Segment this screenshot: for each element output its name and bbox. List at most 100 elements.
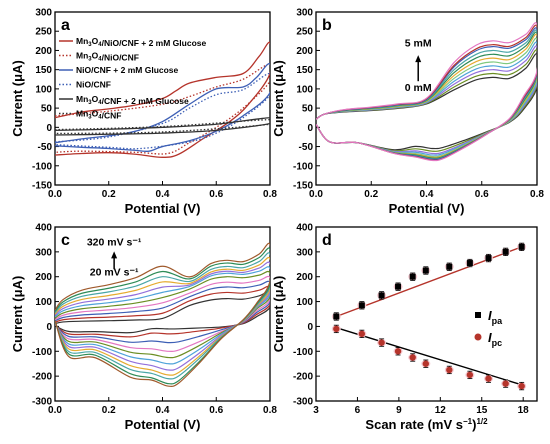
data-point-Ipc [518, 382, 525, 390]
x-tick-label: 0.4 [156, 405, 170, 416]
y-tick-label: 200 [35, 272, 52, 283]
x-tick-label: 12 [435, 405, 447, 416]
cv-curve-40mVs [55, 285, 270, 338]
y-tick-label: -200 [293, 372, 313, 383]
y-axis-label: Current (μA) [10, 60, 25, 137]
data-point-Ipa [333, 313, 340, 320]
data-point-Ipc [422, 360, 430, 367]
data-point-Ipc [394, 348, 402, 355]
cv-curve-200mVs [55, 256, 270, 376]
x-tick-label: 15 [476, 405, 488, 416]
annotation-top: 5 mM [405, 38, 432, 50]
cv-curve-1 [55, 41, 270, 158]
panel-letter: c [61, 232, 70, 249]
y-tick-label: 100 [35, 84, 52, 95]
data-point-Ipa [409, 273, 416, 280]
panel-letter: d [322, 232, 332, 249]
cv-curve-60mVs [55, 280, 270, 344]
cv-curve-240mVs [55, 252, 270, 380]
x-axis-label: Scan rate (mV s−1)1/2 [365, 417, 488, 432]
y-tick-label: 50 [302, 104, 314, 115]
legend-label: Mn3O4/CNF + 2 mM Glucose [76, 94, 189, 106]
panel-letter: a [61, 17, 70, 34]
x-tick-label: 0.8 [263, 189, 277, 200]
legend-label: NiO/CNF + 2 mM Glucose [76, 65, 179, 75]
legend: Mn3O4/NiO/CNF + 2 mM Glucose Mn3O4/NiO/CN… [59, 36, 206, 121]
y-axis-label: Current (μA) [10, 276, 25, 353]
y-tick-label: 300 [296, 8, 313, 19]
data-point-Ipa [378, 292, 385, 299]
arrow-head [111, 251, 118, 259]
cv-curve-80mVs [55, 275, 270, 353]
y-tick-label: -300 [32, 397, 52, 408]
y-tick-label: 300 [35, 247, 52, 258]
y-tick-label: 50 [41, 104, 53, 115]
x-tick-label: 0.2 [102, 189, 116, 200]
x-tick-label: 3 [313, 405, 319, 416]
data-point-Ipa [485, 255, 492, 262]
cv-curve-3mM [316, 31, 537, 159]
y-tick-label: -50 [38, 142, 53, 153]
y-tick-label: -150 [32, 181, 52, 192]
cv-curve-120mVs [55, 266, 270, 365]
data-point-Ipa [446, 263, 453, 270]
legend-label: Mn3O4/CNF [76, 109, 121, 121]
y-tick-label: 0 [46, 123, 52, 134]
x-tick-label: 18 [518, 405, 530, 416]
y-tick-label: -100 [293, 347, 313, 358]
y-axis-label: Current (μA) [271, 276, 286, 353]
x-tick-label: 0.2 [364, 189, 378, 200]
y-tick-label: 250 [296, 27, 313, 38]
y-tick-label: 200 [35, 46, 52, 57]
panel-c: 0.0 0.2 0.4 0.6 0.8 -300 -200 -100 0 100 200 300 400… [10, 223, 277, 433]
y-tick-label: 400 [296, 223, 313, 234]
y-tick-label: 400 [35, 223, 52, 234]
x-axis-label: Potential (V) [125, 417, 201, 432]
plot-frame [315, 11, 538, 186]
cv-curve-160mVs [55, 261, 270, 371]
x-tick-label: 0.2 [102, 405, 116, 416]
data-point-Ipc [409, 354, 416, 361]
y-tick-label: 150 [35, 65, 52, 76]
legend-label: Mn3O4/NiO/CNF [76, 51, 139, 63]
x-tick-label: 0.0 [48, 189, 62, 200]
cv-curve-4 [55, 72, 270, 150]
cv-curve-280mVs [55, 247, 270, 385]
data-point-Ipa [502, 248, 509, 255]
x-tick-label: 0.4 [420, 189, 434, 200]
y-tick-label: 0 [307, 123, 313, 134]
cv-curve-5 [55, 117, 270, 136]
y-tick-label: 100 [35, 297, 52, 308]
annotation-bottom: 0 mM [405, 82, 432, 94]
plot-frame [54, 11, 271, 186]
cv-curve-20mVs [55, 290, 270, 334]
panel-letter: b [322, 17, 332, 34]
x-axis-label: Potential (V) [125, 201, 201, 216]
x-tick-label: 0.0 [309, 189, 323, 200]
cv-curve-100mVs [55, 270, 270, 359]
plot-frame [315, 226, 538, 402]
plot-area [55, 41, 270, 158]
x-tick-label: 0.6 [209, 189, 223, 200]
y-tick-label: 200 [296, 272, 313, 283]
y-tick-label: 150 [296, 65, 313, 76]
data-point-Ipc [466, 371, 474, 379]
data-point-Ipa [422, 267, 429, 274]
data-point-Ipc [358, 330, 366, 338]
y-tick-label: 200 [296, 46, 313, 57]
panel-b: 0.0 0.2 0.4 0.6 0.8 -150 -100 -50 0 50 100 150 200 25… [271, 8, 544, 217]
y-tick-label: -200 [32, 372, 52, 383]
data-point-Ipa [518, 243, 525, 250]
x-tick-label: 6 [355, 405, 361, 416]
y-tick-label: 0 [307, 322, 313, 333]
x-tick-label: 0.8 [263, 405, 277, 416]
y-tick-label: -150 [293, 181, 313, 192]
annotation-bottom: 20 mV s⁻¹ [90, 266, 139, 278]
cv-curve-6 [55, 118, 270, 135]
y-tick-label: -100 [293, 161, 313, 172]
y-tick-label: 300 [296, 247, 313, 258]
x-tick-label: 0.6 [209, 405, 223, 416]
legend-label: Mn3O4/NiO/CNF + 2 mM Glucose [76, 36, 206, 48]
arrow-head [415, 55, 422, 63]
